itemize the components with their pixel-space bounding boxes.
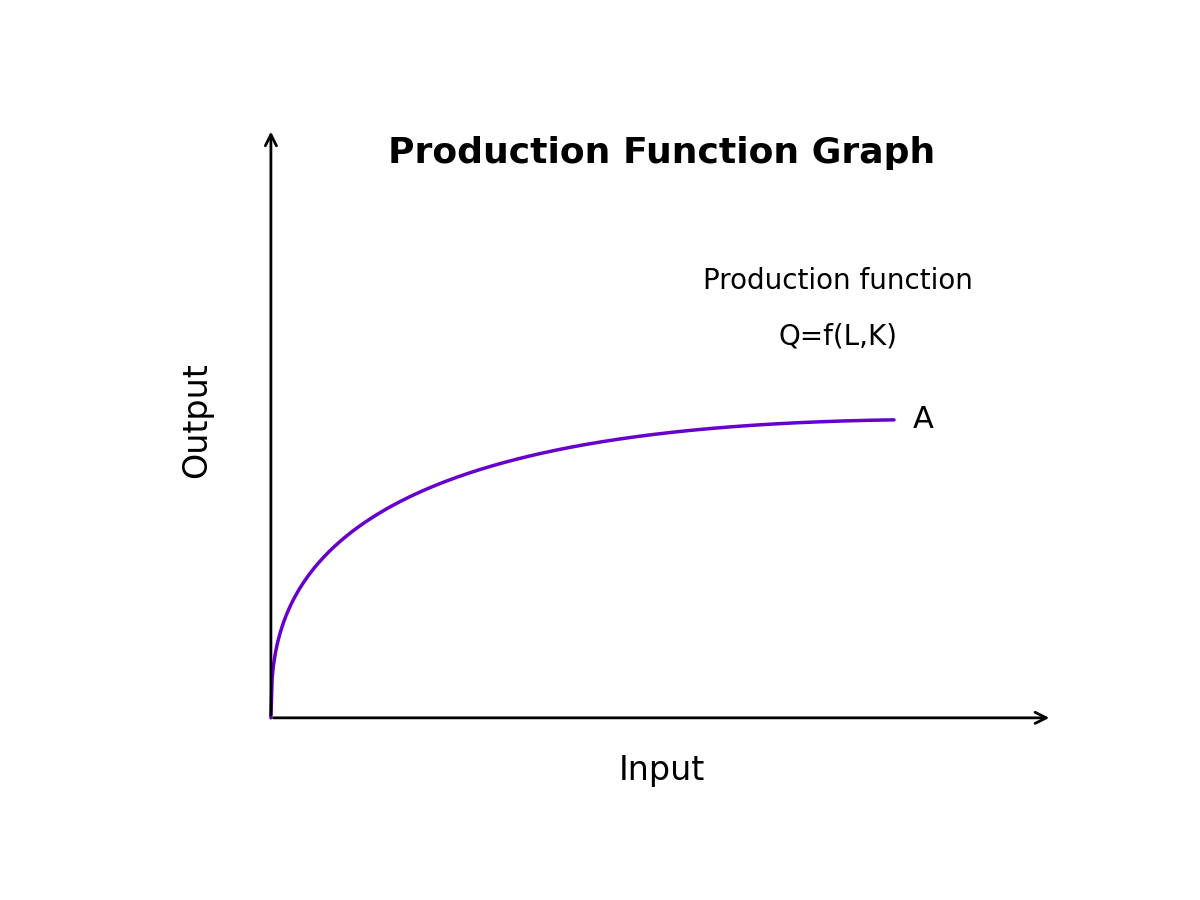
Text: Production function: Production function (703, 267, 973, 295)
Text: Production Function Graph: Production Function Graph (388, 136, 935, 170)
Text: Q=f(L,K): Q=f(L,K) (779, 323, 898, 351)
Text: Output: Output (180, 362, 214, 478)
Text: A: A (913, 405, 934, 435)
Text: Input: Input (618, 754, 704, 788)
